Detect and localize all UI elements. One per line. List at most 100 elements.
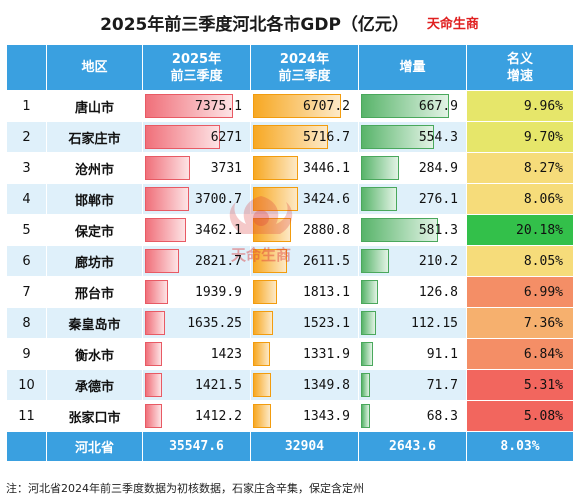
increase-bar [361,187,398,211]
city-name-cell: 邢台市 [46,276,143,308]
gdp2025-value: 3731 [210,160,242,176]
total-gdp2025-cell: 35547.6 [142,431,251,462]
title-row: 2025年前三季度河北各市GDP（亿元） 天命生商 [0,0,579,44]
table-row: 2 石家庄市 6271 5716.7 554.3 9.70% [6,121,574,153]
total-row: 河北省 35547.6 32904 2643.6 8.03% [6,431,574,462]
gdp2024-bar [253,280,277,304]
table-row: 3 沧州市 3731 3446.1 284.9 8.27% [6,152,574,184]
table-row: 1 唐山市 7375.1 6707.2 667.9 9.96% [6,90,574,122]
gdp2024-bar [253,404,271,428]
increase-value: 71.7 [426,377,458,393]
gdp2025-cell: 7375.1 [142,90,251,122]
total-gdp2024-cell: 32904 [250,431,359,462]
gdp2025-cell: 1412.2 [142,400,251,432]
gdp2024-value: 3446.1 [303,160,350,176]
gdp2025-value: 3700.7 [195,191,242,207]
rank-cell: 11 [6,400,47,432]
increase-value: 554.3 [418,129,458,145]
rank-cell: 9 [6,338,47,370]
gdp2024-value: 1331.9 [303,346,350,362]
gdp2025-value: 7375.1 [195,98,242,114]
gdp2024-bar [253,342,271,366]
table-row: 7 邢台市 1939.9 1813.1 126.8 6.99% [6,276,574,308]
gdp2025-bar [145,125,220,149]
rank-cell: 2 [6,121,47,153]
gdp2025-value: 1635.25 [187,315,242,331]
increase-value: 126.8 [418,284,458,300]
gdp2024-bar [253,311,273,335]
gdp2025-cell: 3700.7 [142,183,251,215]
gdp2025-cell: 1635.25 [142,307,251,339]
gdp2024-bar [253,125,328,149]
gdp2025-bar [145,404,162,428]
rank-cell: 7 [6,276,47,308]
gdp2024-cell: 1523.1 [250,307,359,339]
gdp2025-value: 6271 [210,129,242,145]
brand-label: 天命生商 [426,16,479,32]
city-name-cell: 廊坊市 [46,245,143,277]
increase-bar [361,280,378,304]
gdp2025-cell: 3731 [142,152,251,184]
gdp2024-cell: 1813.1 [250,276,359,308]
increase-value: 276.1 [418,191,458,207]
header-region: 地区 [46,44,143,91]
table-row: 5 保定市 3462.1 2880.8 581.3 20.18% [6,214,574,246]
total-increase-cell: 2643.6 [358,431,467,462]
rank-cell: 5 [6,214,47,246]
gdp-table: 地区 2025年 前三季度 2024年 前三季度 增量 名义 增速 1 唐山市 7375.… [6,44,574,462]
rank-cell: 3 [6,152,47,184]
gdp2024-value: 1523.1 [303,315,350,331]
gdp2025-value: 2821.7 [195,253,242,269]
gdp2025-bar [145,342,162,366]
gdp2024-value: 2611.5 [303,253,350,269]
increase-bar [361,125,435,149]
gdp2025-bar [145,187,190,211]
gdp2025-bar [145,218,187,242]
city-name-cell: 衡水市 [46,338,143,370]
header-rank [6,44,47,91]
city-name-cell: 石家庄市 [46,121,143,153]
gdp2025-cell: 1423 [142,338,251,370]
gdp2025-cell: 6271 [142,121,251,153]
gdp2025-bar [145,311,165,335]
gdp2025-bar [145,156,190,180]
gdp2025-cell: 1939.9 [142,276,251,308]
city-name-cell: 张家口市 [46,400,143,432]
table-header-row: 地区 2025年 前三季度 2024年 前三季度 增量 名义 增速 [6,44,574,91]
gdp2025-value: 1423 [210,346,242,362]
increase-bar [361,342,373,366]
gdp2025-value: 1412.2 [195,408,242,424]
gdp2024-cell: 2880.8 [250,214,359,246]
increase-value: 667.9 [418,98,458,114]
gdp2025-bar [145,249,179,273]
table-row: 11 张家口市 1412.2 1343.9 68.3 5.08% [6,400,574,432]
footnote: 注：河北省2024年前三季度数据为初核数据，石家庄含辛集，保定含定州 [6,482,364,495]
header-gdp2024: 2024年 前三季度 [250,44,359,91]
increase-cell: 126.8 [358,276,467,308]
gdp2024-bar [253,373,271,397]
rank-cell: 1 [6,90,47,122]
increase-cell: 210.2 [358,245,467,277]
table-row: 9 衡水市 1423 1331.9 91.1 6.84% [6,338,574,370]
header-growth: 名义 增速 [466,44,574,91]
gdp2024-cell: 1343.9 [250,400,359,432]
gdp2024-value: 1349.8 [303,377,350,393]
table-row: 8 秦皇岛市 1635.25 1523.1 112.15 7.36% [6,307,574,339]
increase-bar [361,404,370,428]
increase-value: 581.3 [418,222,458,238]
table-row: 4 邯郸市 3700.7 3424.6 276.1 8.06% [6,183,574,215]
gdp2025-cell: 2821.7 [142,245,251,277]
gdp2024-bar [253,156,299,180]
gdp2025-bar [145,94,233,118]
increase-cell: 581.3 [358,214,467,246]
increase-value: 284.9 [418,160,458,176]
total-city-cell: 河北省 [46,431,143,462]
increase-value: 210.2 [418,253,458,269]
increase-cell: 112.15 [358,307,467,339]
gdp2024-bar [253,218,291,242]
total-growth-cell: 8.03% [466,431,574,462]
increase-cell: 554.3 [358,121,467,153]
gdp2025-cell: 1421.5 [142,369,251,401]
growth-rate-cell: 8.05% [466,245,574,277]
chart-title: 2025年前三季度河北各市GDP（亿元） [100,14,409,35]
